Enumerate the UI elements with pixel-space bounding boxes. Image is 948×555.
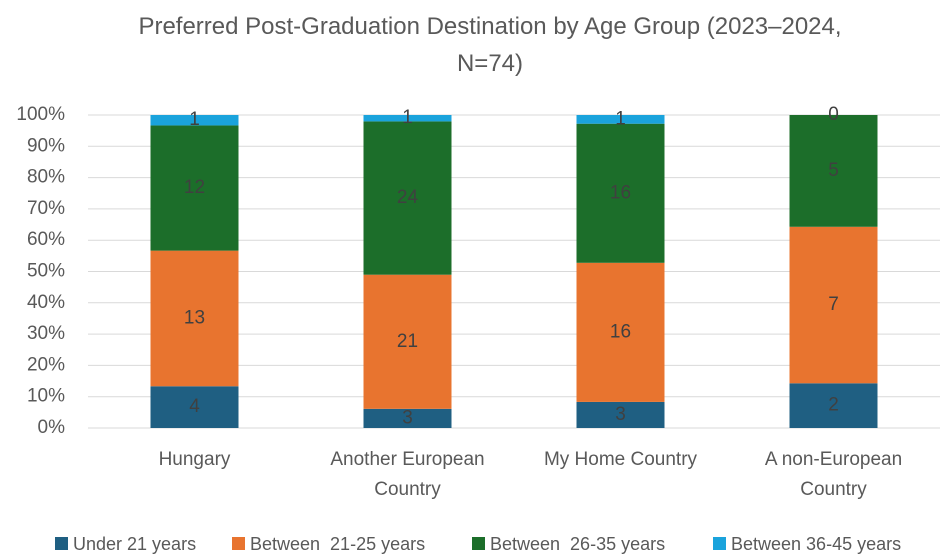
data-label: 0	[828, 104, 839, 125]
bar-segment	[363, 115, 452, 122]
legend-label: Between 26-35 years	[490, 534, 665, 554]
bar-segment	[363, 121, 452, 275]
y-tick-label: 40%	[27, 292, 65, 313]
bar-segment	[150, 115, 239, 126]
data-label: 2	[828, 395, 839, 416]
bar-segment	[576, 262, 665, 402]
bar-segment	[789, 226, 878, 384]
bar-segment	[150, 125, 239, 251]
y-tick-label: 60%	[27, 229, 65, 250]
legend-label: Under 21 years	[73, 534, 196, 554]
x-tick-label: Another European Country	[330, 449, 484, 500]
y-tick-label: 90%	[27, 135, 65, 156]
bar-segment	[363, 274, 452, 409]
x-tick-label: My Home Country	[544, 449, 698, 470]
bar-segment	[576, 115, 665, 124]
data-label: 1	[615, 108, 626, 129]
y-tick-label: 30%	[27, 323, 65, 344]
bar-segment	[576, 123, 665, 263]
bar-segment	[150, 386, 239, 428]
bar-segment	[789, 115, 878, 227]
data-label: 1	[402, 107, 413, 128]
y-tick-label: 20%	[27, 354, 65, 375]
bar-segment	[363, 408, 452, 428]
legend-swatch	[232, 537, 245, 550]
data-label: 1	[189, 109, 200, 130]
legend-label: Between 21-25 years	[250, 534, 425, 554]
data-label: 3	[402, 407, 413, 428]
data-label: 24	[397, 187, 419, 208]
data-label: 7	[828, 294, 839, 315]
chart-title: Preferred Post-Graduation Destination by…	[138, 13, 841, 77]
y-tick-label: 50%	[27, 261, 65, 282]
data-label: 16	[610, 182, 631, 203]
y-tick-label: 100%	[16, 104, 65, 125]
data-label: 21	[397, 331, 418, 352]
y-tick-label: 80%	[27, 167, 65, 188]
data-label: 16	[610, 321, 631, 342]
bar-segment	[150, 250, 239, 387]
y-tick-label: 0%	[38, 417, 66, 438]
data-label: 3	[615, 404, 626, 425]
y-tick-label: 10%	[27, 386, 65, 407]
data-label: 5	[828, 160, 839, 181]
y-tick-label: 70%	[27, 198, 65, 219]
legend-swatch	[713, 537, 726, 550]
legend-label: Between 36-45 years	[731, 534, 901, 554]
x-tick-label: A non-European Country	[765, 449, 902, 500]
data-label: 12	[184, 177, 205, 198]
legend-swatch	[55, 537, 68, 550]
data-label: 13	[184, 307, 205, 328]
legend-swatch	[472, 537, 485, 550]
x-tick-label: Hungary	[159, 449, 231, 470]
bar-segment	[576, 401, 665, 428]
bar-segment	[789, 383, 878, 428]
data-label: 4	[189, 396, 200, 417]
